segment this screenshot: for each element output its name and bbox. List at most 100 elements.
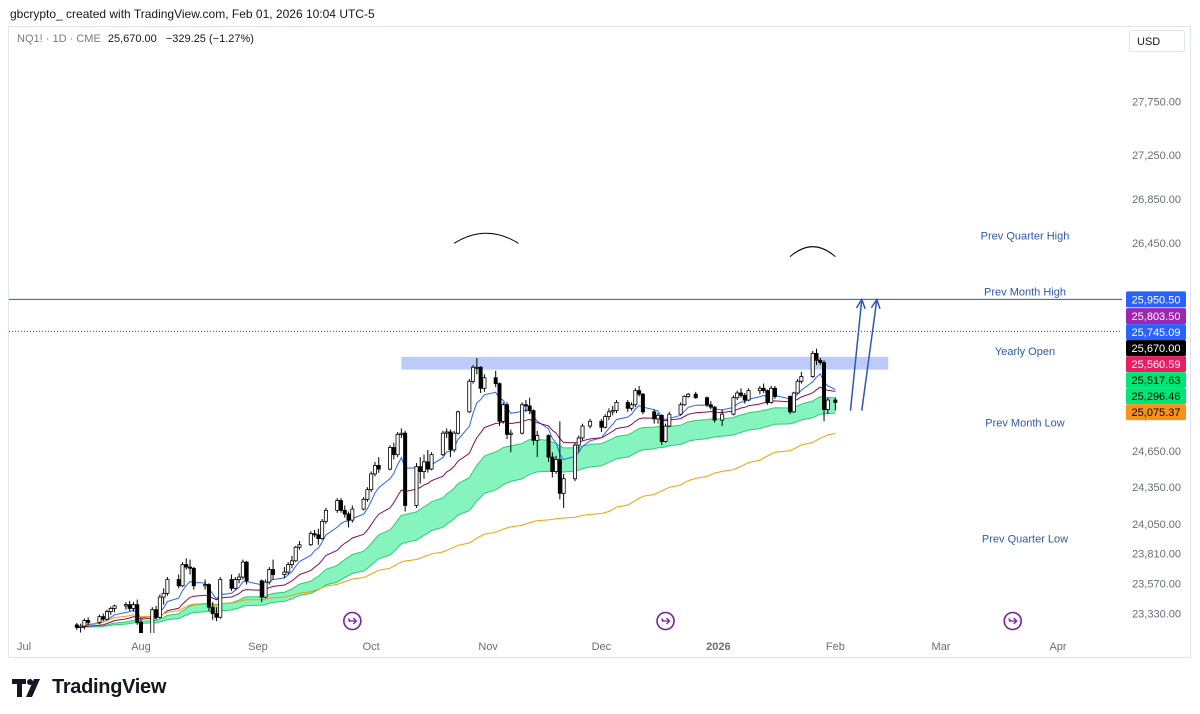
candle-body [293, 546, 298, 562]
candle [259, 579, 264, 603]
event-arrow [1008, 617, 1018, 625]
price-badge-bg [1126, 356, 1186, 373]
candle-body [372, 465, 377, 475]
symbol-legend[interactable]: NQ1! · 1D · CME 25,670.00 −329.25 (−1.27… [17, 33, 254, 45]
candle-body [557, 459, 562, 494]
price-badge[interactable]: 25,745.09 [1126, 324, 1186, 341]
candle [297, 541, 302, 550]
economic-event-icon[interactable] [656, 611, 675, 631]
candle-body [637, 390, 642, 395]
level-label: Prev Quarter Low [982, 534, 1068, 546]
symbol-interval[interactable]: 1D [52, 33, 67, 45]
chart-attribution: gbcrypto_ created with TradingView.com, … [10, 7, 375, 21]
price-badge-bg [1126, 388, 1186, 405]
price-badge[interactable]: 25,296.46 [1126, 388, 1186, 405]
price-badge[interactable]: 25,950.50 [1126, 291, 1186, 308]
candle [388, 445, 393, 471]
candle-body [576, 437, 581, 446]
candle-body [546, 435, 551, 458]
price-badge[interactable]: 25,560.59 [1126, 356, 1186, 373]
trend-cloud [76, 396, 836, 628]
currency-selector[interactable]: USD [1129, 30, 1185, 52]
price-badge-text: 25,560.59 [1132, 359, 1181, 371]
candle [86, 617, 91, 625]
candle [497, 382, 502, 427]
candle-body [127, 604, 132, 609]
candle [429, 452, 434, 471]
price-badge[interactable]: 25,517.63 [1126, 372, 1186, 389]
candle [263, 579, 268, 599]
candle-body [735, 392, 740, 399]
price-badge-bg [1126, 324, 1186, 341]
up-arrow-drawing[interactable] [849, 297, 866, 411]
up-arrow-drawing[interactable] [861, 297, 881, 411]
price-badge[interactable]: 25,803.50 [1126, 308, 1186, 325]
candle-body [312, 533, 317, 536]
candle-body [467, 380, 472, 413]
candle [508, 429, 513, 453]
candle [493, 370, 498, 388]
candle [161, 588, 166, 605]
candle-body [180, 564, 185, 587]
candle [74, 623, 79, 630]
symbol-ticker[interactable]: NQ1! [17, 33, 43, 45]
candle-body [474, 366, 479, 369]
candle-body [818, 359, 823, 364]
economic-event-icon[interactable] [1003, 611, 1023, 631]
candle [97, 614, 102, 625]
candle [395, 431, 400, 458]
candle [289, 555, 294, 569]
candle-body [550, 456, 555, 472]
candle-body [233, 579, 238, 589]
candle-body [229, 579, 234, 589]
candle-body [237, 576, 242, 580]
candle [833, 397, 838, 411]
candle-body [282, 571, 287, 575]
candle [403, 430, 408, 512]
candle [188, 559, 193, 575]
candle-body [765, 390, 770, 403]
candle-body [501, 404, 506, 422]
candle-body [720, 413, 725, 421]
candle-body [191, 567, 196, 587]
candle-body [705, 397, 710, 406]
price-axis-label: 23,330.00 [1132, 609, 1181, 621]
top-arc-drawing[interactable] [453, 232, 519, 244]
candle [214, 607, 219, 622]
candle-body [682, 396, 687, 406]
economic-event-icon[interactable] [343, 611, 362, 631]
candle [369, 471, 374, 493]
candle [399, 428, 404, 438]
candle-body [74, 624, 79, 628]
candle-body [323, 509, 328, 522]
candle-body [422, 461, 427, 472]
candle-body [391, 447, 396, 456]
candle [365, 487, 370, 502]
price-badge-bg [1126, 404, 1186, 421]
candle [761, 383, 766, 393]
candle-body [640, 393, 645, 413]
candle-body [123, 604, 128, 607]
candle [629, 402, 634, 411]
candle [165, 577, 170, 596]
top-arc-drawing[interactable] [789, 246, 836, 258]
candle-body [206, 584, 211, 608]
candle-body [297, 544, 302, 548]
candle [414, 463, 419, 508]
price-badge[interactable]: 25,075.37 [1126, 404, 1186, 421]
candle-body [112, 605, 117, 609]
candle [788, 395, 793, 415]
tradingview-logo: TradingView [12, 676, 166, 699]
candle [505, 402, 510, 440]
price-badge[interactable]: 25,670.00 [1126, 340, 1186, 357]
candle-body [455, 411, 460, 434]
support-zone[interactable] [401, 356, 889, 370]
candle-body [814, 352, 819, 361]
candle [82, 618, 87, 630]
candle-body [788, 396, 793, 413]
cloud-lower-edge [76, 412, 836, 628]
arrow-head [870, 297, 881, 310]
candle [206, 583, 211, 611]
tradingview-mark-icon [12, 678, 40, 697]
